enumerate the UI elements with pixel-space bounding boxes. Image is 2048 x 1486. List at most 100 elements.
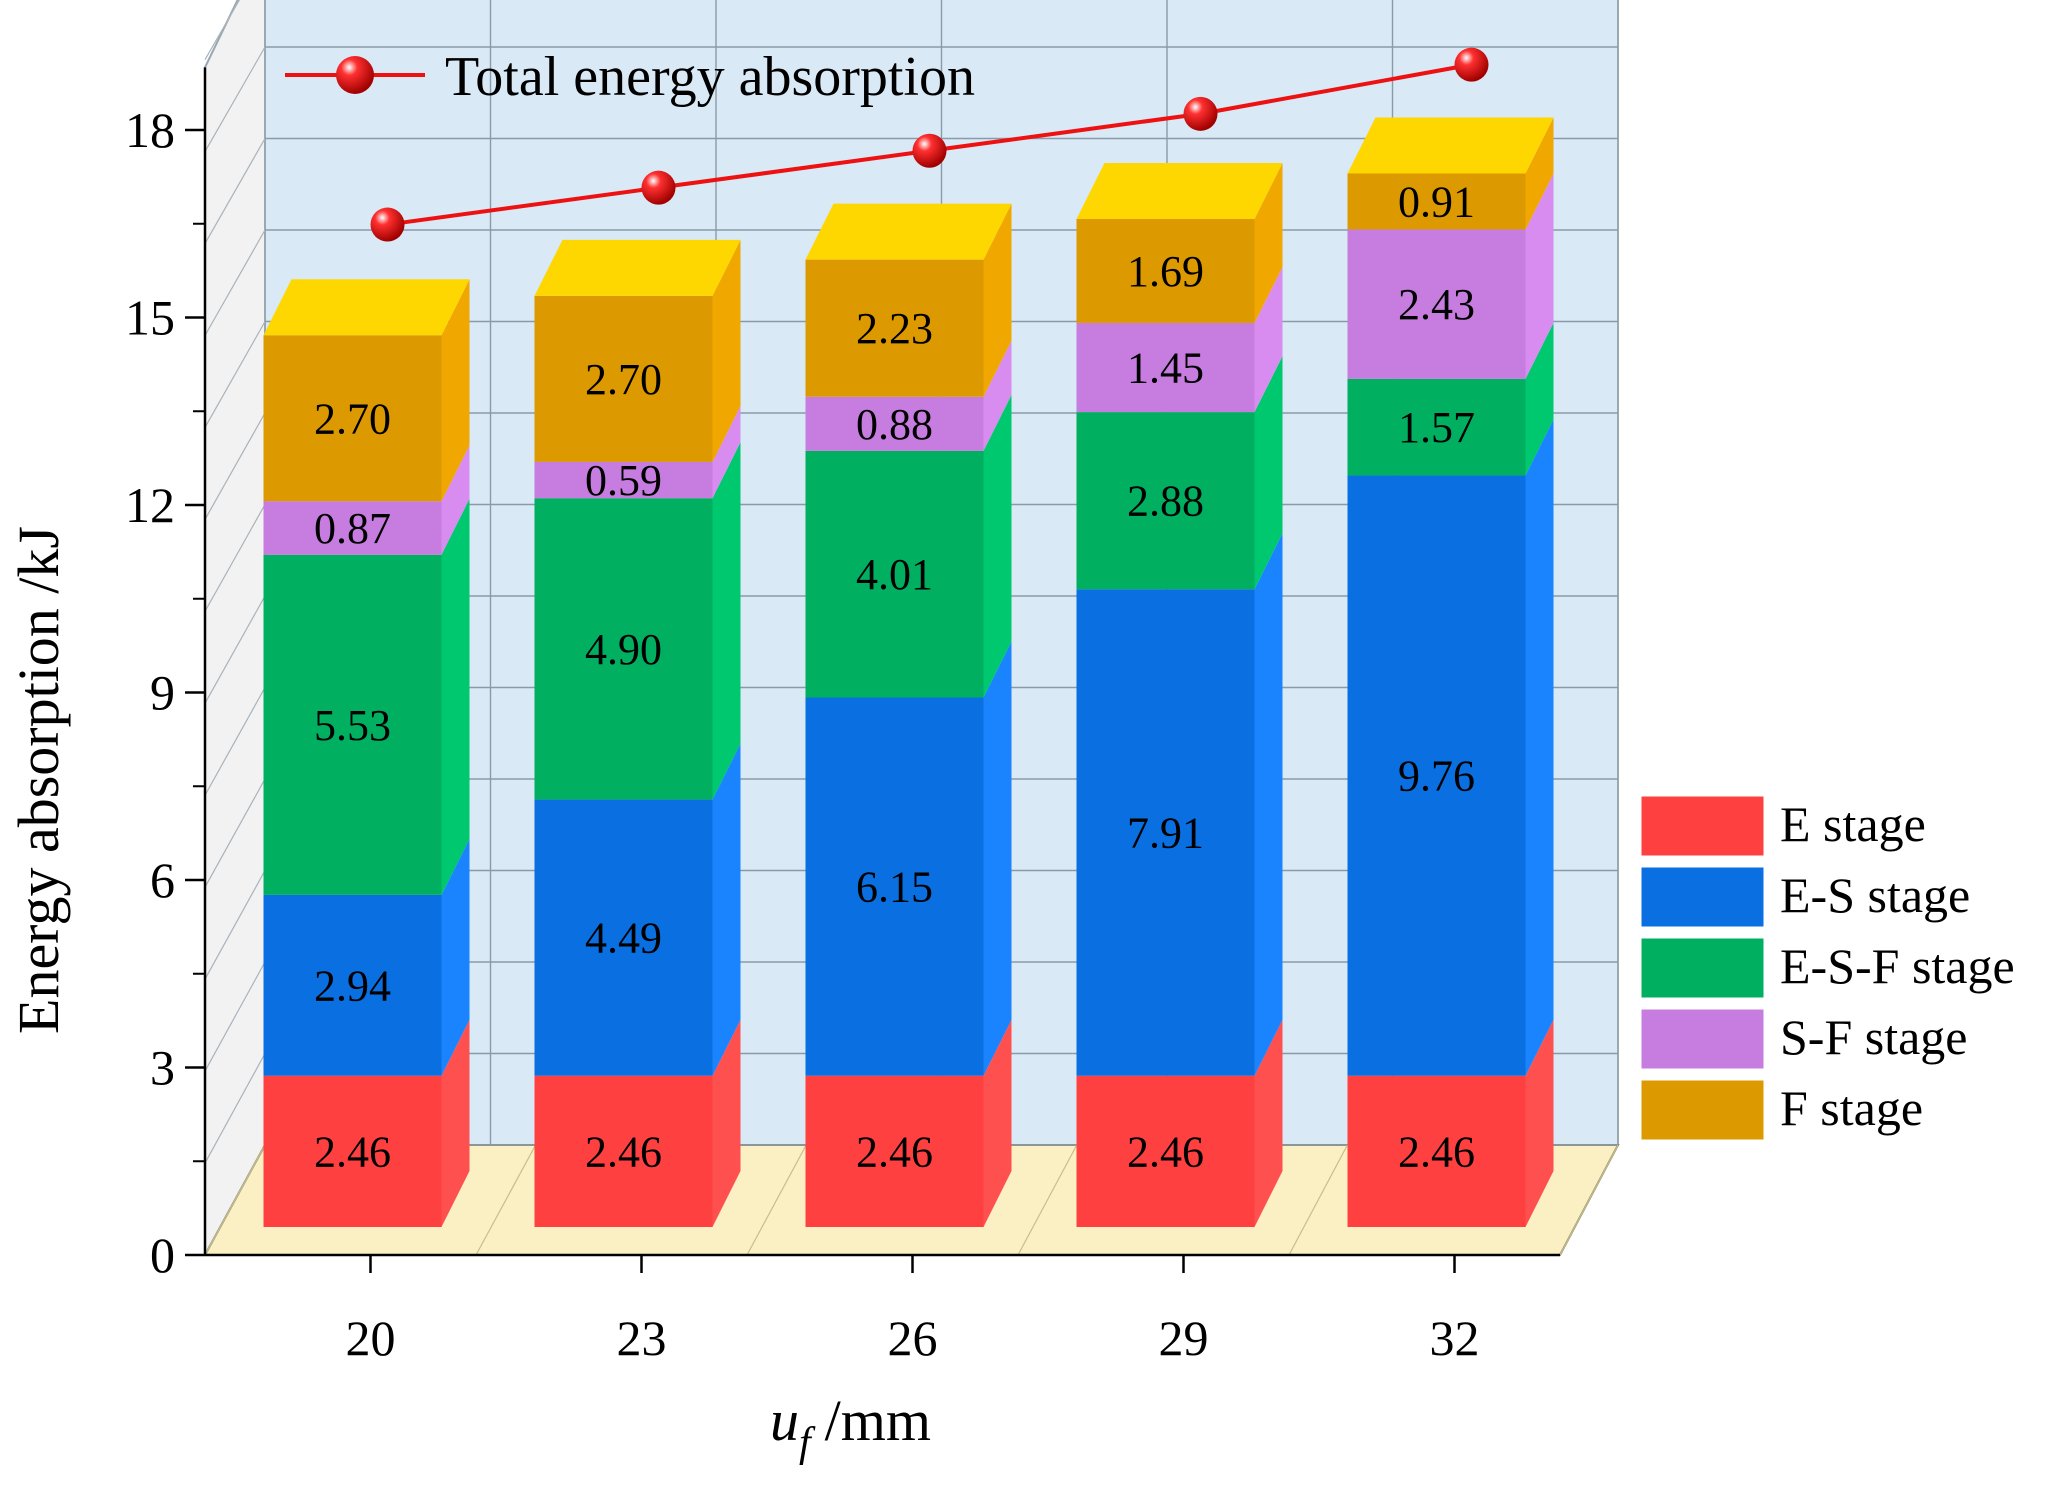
y-tick-label: 15 [125,290,175,346]
data-label: 2.70 [314,394,391,443]
data-label: 2.23 [856,304,933,353]
x-tick-label: 32 [1430,1310,1480,1366]
data-label: 0.87 [314,504,391,553]
floor-grid-line [1017,1144,1078,1256]
data-label: 2.43 [1398,280,1475,329]
bar-side-s-f-stage [441,445,470,555]
data-label: 5.53 [314,701,391,750]
line-point [370,207,405,242]
bar-side-e-s-f-stage [1525,322,1554,476]
grid-line-side [204,961,266,1072]
grid-line-side [204,595,266,704]
y-axis-title: Energy absorption /kJ [6,526,71,1034]
bar-side-e-s-f-stage [983,394,1012,698]
legend-label: F stage [1780,1080,1923,1136]
floor-grid-line [746,1144,807,1256]
stage-legend: E stage E-S stage E-S-F stage S-F stage F st… [1638,793,2015,1143]
data-label: 2.88 [1127,477,1204,526]
bar-segment-f-stage [1347,173,1526,230]
data-label: 1.45 [1127,344,1204,393]
bar-segment-s-f-stage [805,396,984,451]
grid-line-side [204,504,266,612]
data-label: 2.46 [585,1127,662,1176]
bar-segment-e-stage [1347,1075,1526,1227]
floor-grid-line [1559,1144,1619,1256]
legend-label: E stage [1780,796,1926,852]
bar-segment-f-stage [263,335,442,502]
bar-side-e-s-stage [712,743,741,1076]
data-label: 0.59 [585,456,662,505]
legend-swatch [1638,864,1767,930]
y-tick-label: 12 [125,477,175,533]
bar-segment-e-stage [263,1075,442,1227]
bar-side-s-f-stage [712,405,741,499]
line-legend-marker [336,56,374,94]
bar-segment-e-stage [805,1075,984,1227]
bar-side-e-s-f-stage [712,442,741,800]
bar-segment-e-s-stage [1347,475,1526,1076]
grid-line-side [204,1053,266,1164]
bar-side-e-s-f-stage [441,498,470,895]
bar-segment-e-s-stage [1076,589,1255,1076]
line-point [1454,47,1489,82]
data-label: 2.46 [1398,1127,1475,1176]
bar-segment-e-s-f-stage [263,554,442,895]
total-energy-line [370,47,1489,242]
bar-segment-e-stage [1076,1075,1255,1227]
grid-line-side [204,46,266,152]
bar-stack-26: 2.46 6.15 4.01 0.88 2.23 [805,203,1012,1227]
y-tick-label: 6 [150,852,175,908]
bar-side-f-stage [1525,117,1554,230]
data-label: 7.91 [1127,808,1204,857]
bar-top-face [805,203,1012,260]
grid-line-side [204,229,266,336]
data-label: 0.91 [1398,177,1475,226]
x-tick-label: 29 [1159,1310,1209,1366]
bar-side-s-f-stage [1525,173,1554,379]
bar-side-e-s-stage [983,641,1012,1076]
bar-segment-e-s-f-stage [1347,378,1526,476]
bar-top-face [263,279,470,336]
grid-line-side [204,321,266,428]
grid-line-side [204,870,266,980]
grid-line-side [204,138,266,244]
x-axis-title-sub: f [799,1420,816,1466]
bar-segment-s-f-stage [263,501,442,555]
x-axis-title-var: u [770,1388,799,1453]
bar-side-s-f-stage [1254,266,1283,413]
bar-segment-e-s-f-stage [1076,412,1255,590]
bar-segment-s-f-stage [534,461,713,499]
bar-side-e-s-stage [441,838,470,1076]
bar-segment-e-s-stage [263,894,442,1076]
bar-side-e-stage [983,1019,1012,1227]
data-label: 2.94 [314,961,391,1010]
x-tick-label: 23 [617,1310,667,1366]
data-label: 2.46 [1127,1127,1204,1176]
data-label: 4.01 [856,550,933,599]
bar-side-f-stage [712,239,741,462]
data-label: 1.57 [1398,403,1475,452]
floor-grid-line [475,1144,537,1256]
bar-segment-e-s-f-stage [805,450,984,698]
bar-segment-e-s-f-stage [534,498,713,800]
x-tick-label: 26 [888,1310,938,1366]
y-tick-label: 9 [150,665,175,721]
legend-label: E-S stage [1780,867,1970,923]
data-label: 2.46 [314,1127,391,1176]
bar-side-e-stage [1525,1019,1554,1227]
stacked-bars: 2.46 2.94 5.53 0.87 2.70 2.46 4.49 4.90 0.59 2.70… [263,117,1554,1227]
grid-line-side [204,412,266,520]
bar-stack-23: 2.46 4.49 4.90 0.59 2.70 [534,239,741,1227]
x-axis-title-unit: /mm [825,1388,931,1453]
bar-side-e-stage [1254,1019,1283,1227]
bar-stack-29: 2.46 7.91 2.88 1.45 1.69 [1076,163,1283,1227]
grid-line-side [204,687,266,796]
line-legend: Total energy absorption [285,46,975,108]
legend-label: S-F stage [1780,1009,1968,1065]
bar-side-e-s-stage [1525,419,1554,1076]
bar-side-f-stage [983,203,1012,397]
floor-grid-line [204,1144,266,1256]
y-tick-label: 18 [125,102,175,158]
data-label: 4.90 [585,625,662,674]
